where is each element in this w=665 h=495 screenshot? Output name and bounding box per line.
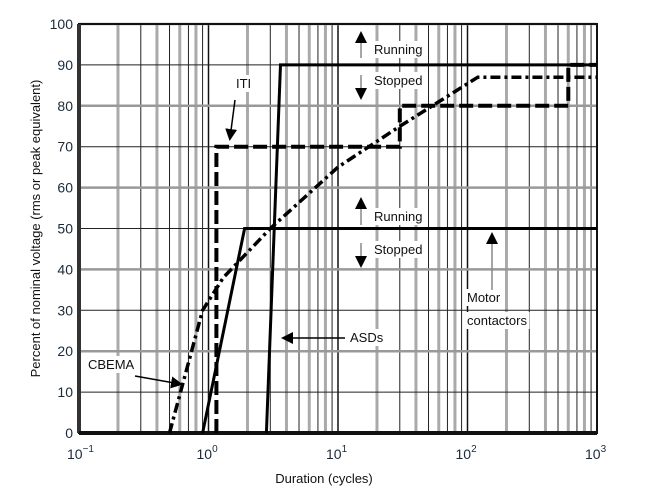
x-tick-label: 100 bbox=[197, 444, 219, 462]
series-cbema bbox=[167, 75, 597, 434]
iti-arrow-icon bbox=[225, 99, 238, 141]
series-asds bbox=[264, 63, 597, 434]
x-axis-label: Duration (cycles) bbox=[275, 471, 373, 486]
x-tick-label: 101 bbox=[326, 444, 348, 462]
x-tick-label: 103 bbox=[585, 444, 607, 462]
label-running-lower: Running bbox=[374, 209, 422, 224]
label-stopped-upper: Stopped bbox=[374, 73, 422, 88]
y-tick-label: 100 bbox=[50, 16, 74, 32]
y-tick-label: 50 bbox=[57, 221, 73, 237]
y-tick-label: 80 bbox=[57, 98, 73, 114]
label-asds: ASDs bbox=[350, 330, 384, 345]
label-motor: Motor bbox=[467, 290, 501, 305]
series-motor-contactors bbox=[201, 227, 597, 434]
label-stopped-lower: Stopped bbox=[374, 242, 422, 257]
y-tick-label: 0 bbox=[65, 425, 73, 441]
y-tick-label: 70 bbox=[57, 139, 73, 155]
label-running-upper: Running bbox=[374, 42, 422, 57]
cbema-arrow-icon bbox=[134, 375, 183, 389]
x-tick-label: 102 bbox=[456, 444, 478, 462]
label-contactors: contactors bbox=[467, 313, 527, 328]
y-tick-label: 10 bbox=[57, 384, 73, 400]
series-iti bbox=[214, 62, 597, 433]
y-tick-label: 20 bbox=[57, 343, 73, 359]
label-cbema: CBEMA bbox=[88, 357, 135, 372]
label-iti: ITI bbox=[236, 76, 251, 91]
y-tick-label: 40 bbox=[57, 261, 73, 277]
y-tick-label: 30 bbox=[57, 302, 73, 318]
y-tick-label: 90 bbox=[57, 57, 73, 73]
y-tick-label: 60 bbox=[57, 180, 73, 196]
x-tick-label: 10−1 bbox=[67, 444, 94, 462]
y-axis-label: Percent of nominal voltage (rms or peak … bbox=[28, 80, 43, 378]
